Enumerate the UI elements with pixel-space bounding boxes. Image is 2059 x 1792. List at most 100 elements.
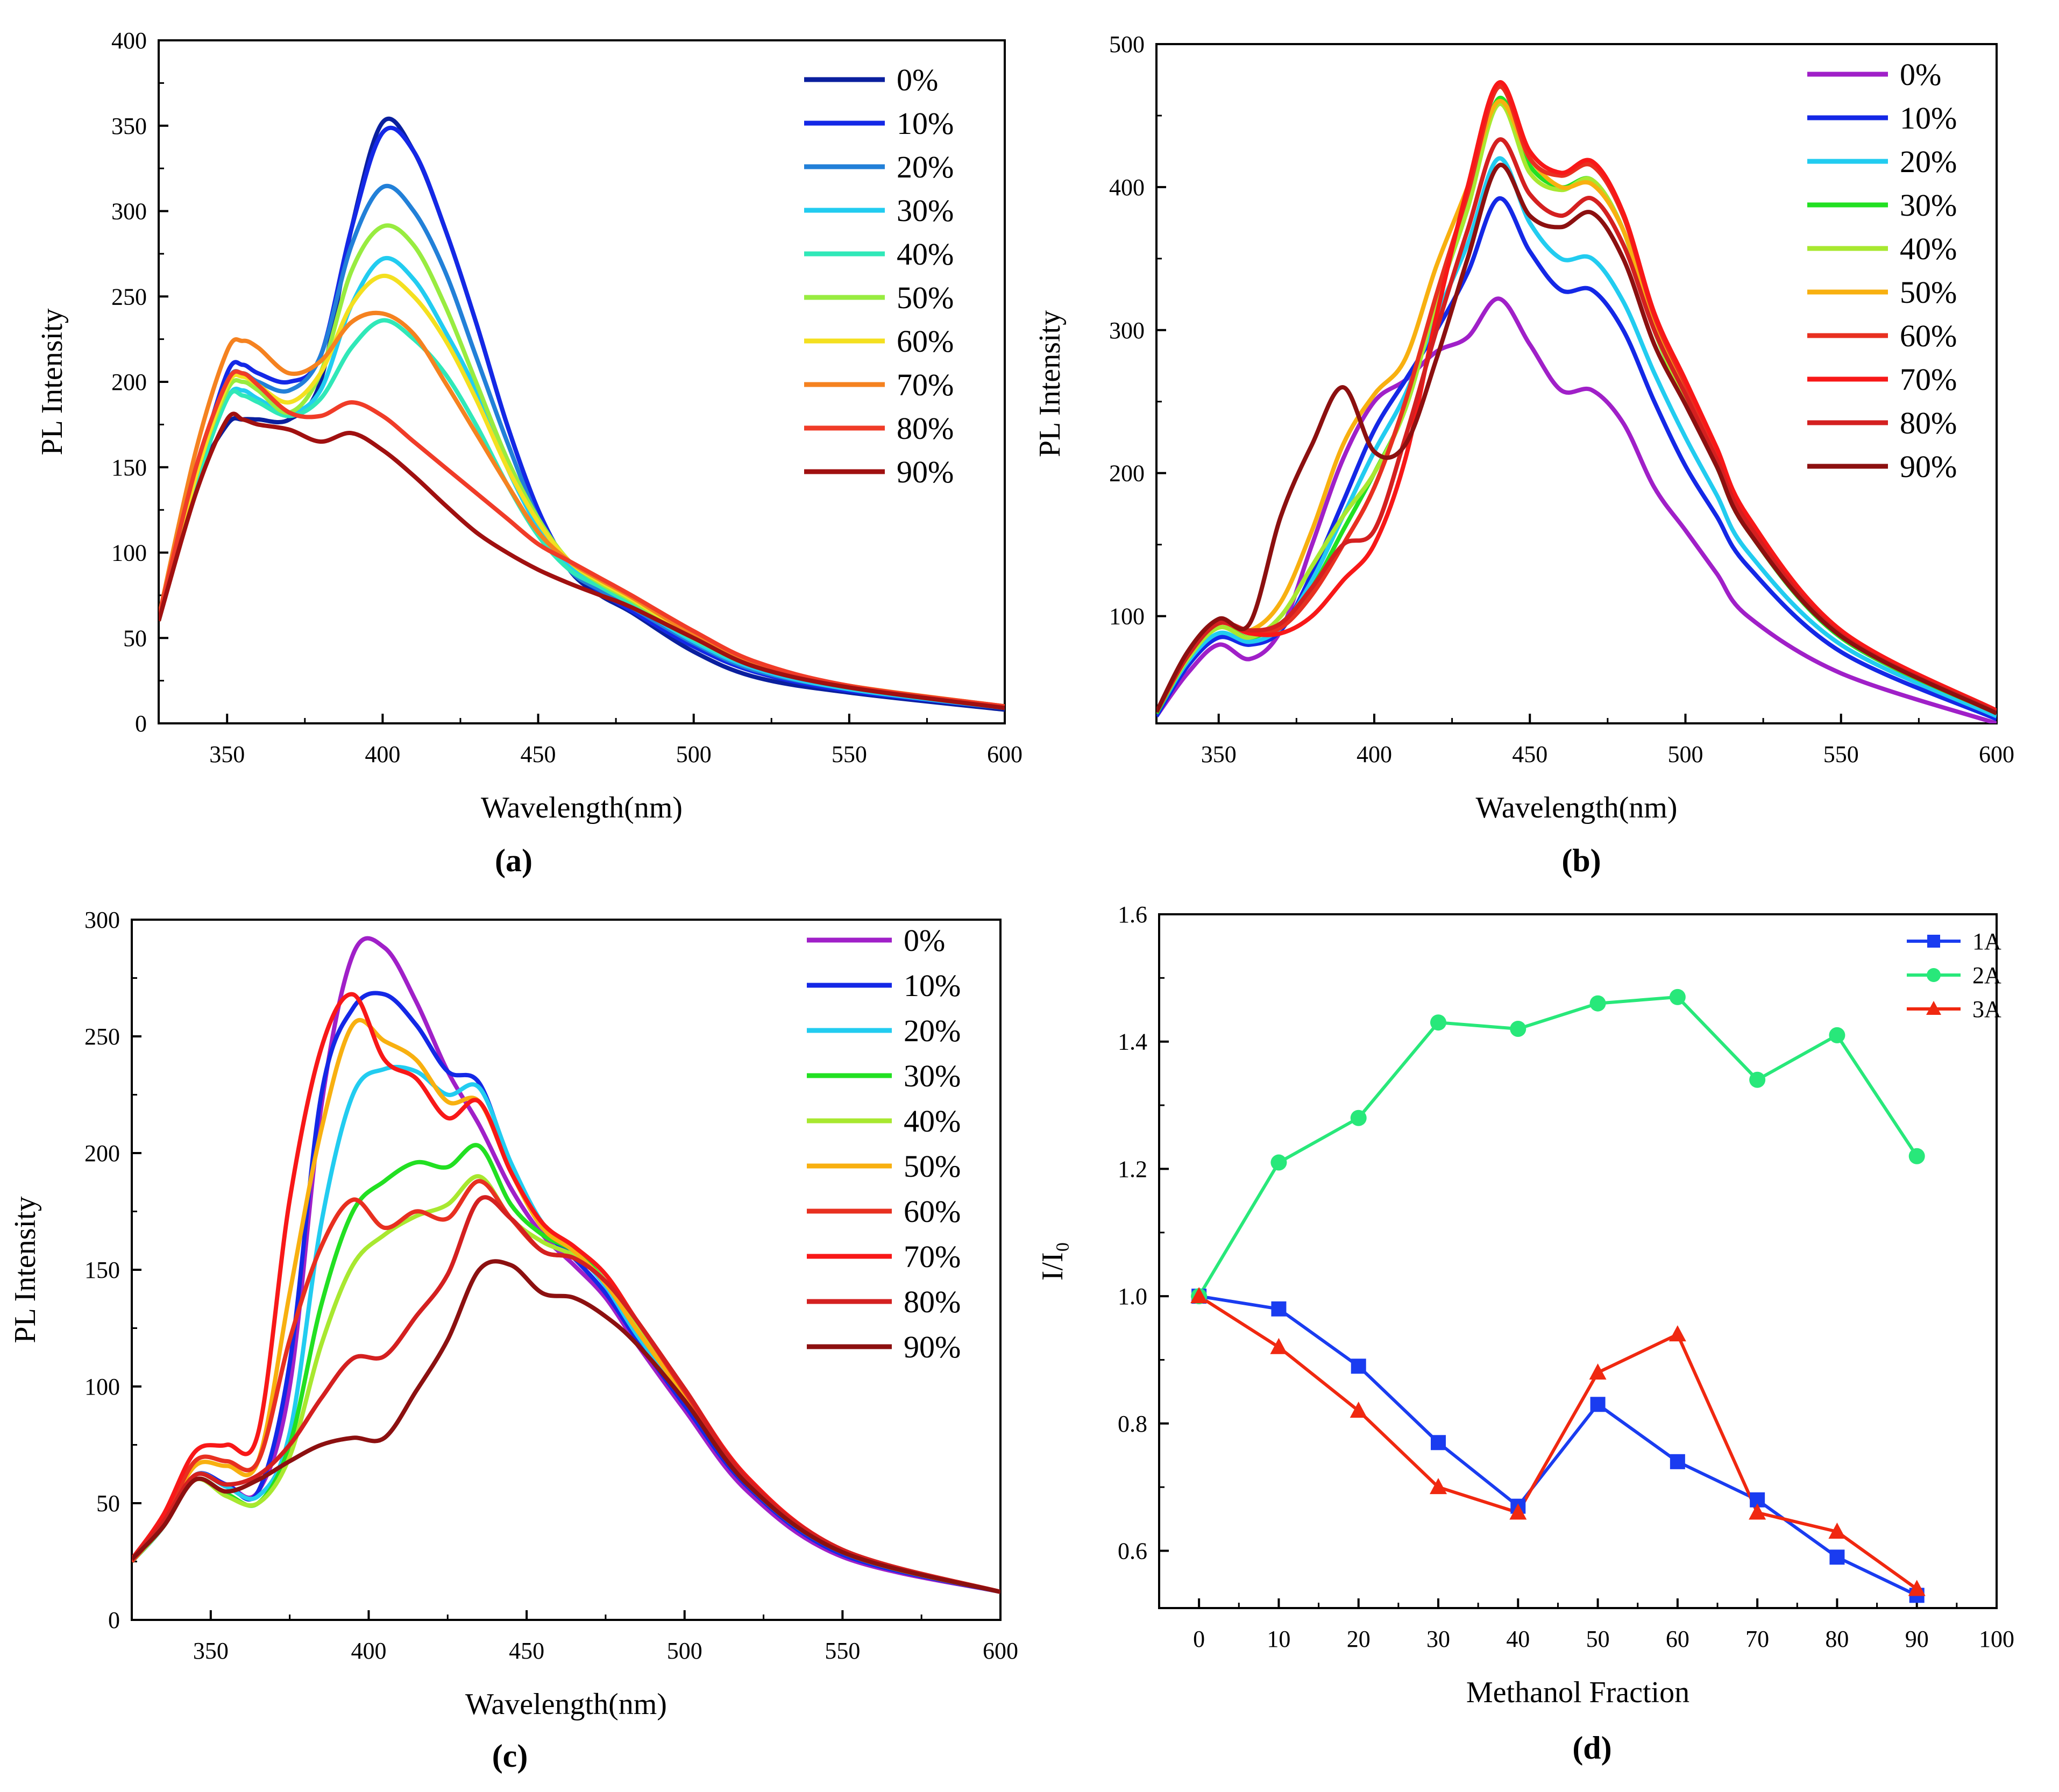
x-tick-label: 550 <box>832 741 867 767</box>
legend-item: 30% <box>807 1058 961 1093</box>
panel-label: (a) <box>495 843 532 878</box>
x-tick-label: 100 <box>1979 1626 2014 1652</box>
series-group <box>132 936 1000 1594</box>
series-70pct-line <box>159 310 1005 709</box>
legend-label: 70% <box>897 367 954 402</box>
legend-label: 3A <box>1972 996 2001 1022</box>
legend-item: 0% <box>804 62 938 97</box>
y-axis-label: I/I₀ <box>1036 1242 1069 1281</box>
legend-item: 10% <box>804 106 954 141</box>
legend-item: 80% <box>804 411 954 446</box>
series-2A-point <box>1430 1014 1446 1031</box>
series-3A-point <box>1430 1478 1447 1495</box>
x-tick-label: 20 <box>1347 1626 1371 1652</box>
legend-item: 70% <box>1807 362 1957 397</box>
series-10pct-line <box>1156 196 1997 721</box>
series-2A-point <box>1749 1071 1766 1088</box>
y-tick-label: 1.6 <box>1118 901 1147 928</box>
x-axis-label: Wavelength(nm) <box>1476 791 1678 824</box>
legend-item: 50% <box>804 280 954 315</box>
series-1A-point <box>1351 1359 1366 1374</box>
series-80pct-line <box>132 1195 1000 1594</box>
y-tick-label: 100 <box>84 1374 120 1400</box>
y-tick-label: 200 <box>1109 460 1145 487</box>
legend-label: 10% <box>897 106 954 141</box>
y-axis-label: PL Intensity <box>36 308 69 455</box>
y-tick-label: 400 <box>1109 174 1145 201</box>
series-3A-point <box>1749 1503 1766 1520</box>
series-2A-point <box>1510 1021 1526 1037</box>
series-3A-point <box>1828 1522 1846 1539</box>
legend-item: 70% <box>807 1239 961 1274</box>
x-tick-label: 60 <box>1666 1626 1689 1652</box>
x-tick-label: 400 <box>351 1638 386 1664</box>
y-tick-label: 0.6 <box>1118 1538 1147 1564</box>
series-1A-point <box>1590 1397 1606 1412</box>
legend-label: 0% <box>1900 57 1941 92</box>
panel-label: (b) <box>1561 843 1601 878</box>
legend-label: 40% <box>897 237 954 272</box>
x-tick-label: 400 <box>365 741 400 767</box>
y-axis-label: PL Intensity <box>1033 310 1067 457</box>
y-tick-label: 0 <box>108 1607 120 1633</box>
y-tick-label: 50 <box>96 1490 120 1517</box>
x-tick-label: 50 <box>1586 1626 1610 1652</box>
legend-item: 60% <box>807 1194 961 1229</box>
legend-label: 0% <box>904 923 945 958</box>
legend-item: 30% <box>1807 188 1957 223</box>
y-tick-label: 300 <box>84 907 120 933</box>
legend-item: 20% <box>1807 144 1957 179</box>
series-3A-point <box>1509 1503 1527 1520</box>
x-tick-label: 350 <box>1201 741 1237 767</box>
plot-frame <box>131 919 1002 1621</box>
legend-item: 40% <box>1807 231 1957 266</box>
legend-label: 60% <box>897 324 954 359</box>
legend-label: 90% <box>904 1329 961 1364</box>
x-tick-label: 350 <box>209 741 245 767</box>
series-20pct-line <box>132 1064 1000 1594</box>
series-10pct-line <box>159 125 1005 710</box>
x-tick-label: 600 <box>1979 741 2014 767</box>
series-70pct-line <box>1156 80 1997 713</box>
series-1A-point <box>1670 1454 1685 1469</box>
series-90pct-line <box>132 1259 1000 1594</box>
legend-label: 30% <box>904 1058 961 1093</box>
x-tick-label: 70 <box>1745 1626 1769 1652</box>
x-tick-label: 400 <box>1357 741 1392 767</box>
y-tick-label: 1.2 <box>1118 1156 1147 1182</box>
legend-label: 0% <box>897 62 938 97</box>
series-50pct-line <box>132 1018 1000 1594</box>
y-tick-label: 150 <box>84 1257 120 1283</box>
series-group <box>1156 80 1997 723</box>
x-tick-label: 90 <box>1905 1626 1929 1652</box>
legend-item: 10% <box>1807 101 1957 136</box>
legend-item: 20% <box>807 1013 961 1048</box>
series-90pct-line <box>1156 162 1997 715</box>
legend-label: 60% <box>904 1194 961 1229</box>
legend-item: 50% <box>1807 275 1957 310</box>
series-3A-point <box>1908 1580 1926 1596</box>
legend-label: 50% <box>897 280 954 315</box>
y-tick-label: 100 <box>1109 603 1145 630</box>
legend-label: 20% <box>1900 144 1957 179</box>
y-tick-label: 0 <box>135 710 147 737</box>
y-tick-label: 1.4 <box>1118 1029 1147 1055</box>
legend-label: 40% <box>904 1104 961 1139</box>
legend-label: 70% <box>1900 362 1957 397</box>
series-2A-line <box>1197 995 1919 1297</box>
panel-b: 350 400 450 500 550 600 100 200 300 400 500 Wavelen… <box>1033 31 2014 878</box>
series-1A-point <box>1829 1549 1845 1565</box>
series-90pct-line <box>159 411 1005 710</box>
series-3A-point <box>1350 1402 1367 1418</box>
y-tick-label: 200 <box>111 369 147 395</box>
y-tick-label: 300 <box>1109 317 1145 344</box>
y-tick-label: 100 <box>111 540 147 566</box>
legend-item: 0% <box>807 923 945 958</box>
legend-item: 20% <box>804 150 954 184</box>
series-30pct-line <box>159 255 1005 710</box>
panel-c: 350 400 450 500 550 600 0 50 100 150 200 250 300 Wave… <box>9 907 1018 1774</box>
y-tick-label: 0.8 <box>1118 1411 1147 1437</box>
x-axis-label: Wavelength(nm) <box>465 1688 667 1721</box>
series-1A-line <box>1198 1295 1918 1597</box>
plot-frame <box>1158 913 1998 1609</box>
